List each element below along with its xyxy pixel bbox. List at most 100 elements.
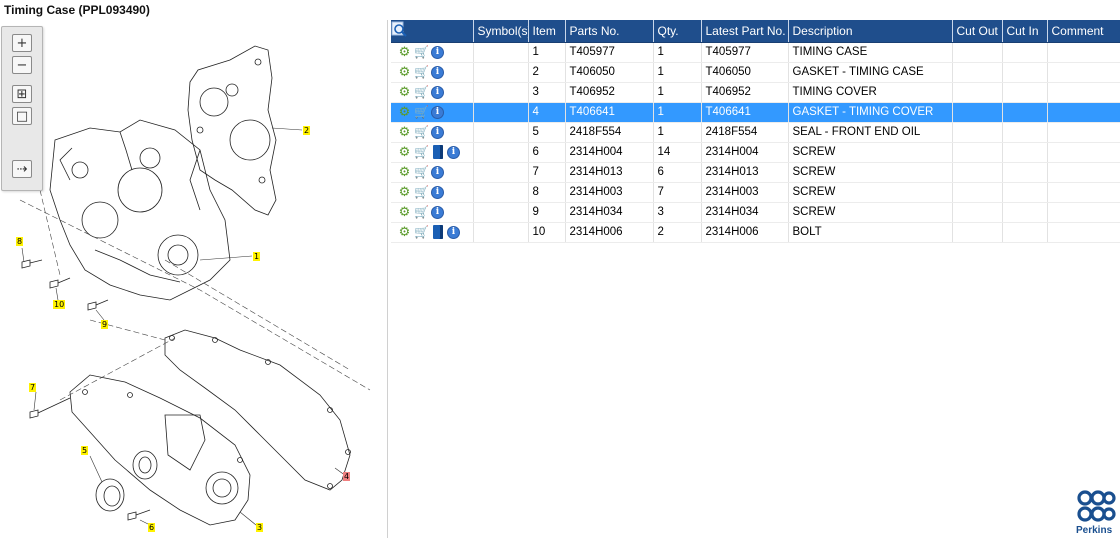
- fit-all-icon[interactable]: ⊞: [12, 85, 32, 103]
- gear-icon[interactable]: ⚙: [398, 104, 411, 120]
- parts-grid: Symbol(s) Item Parts No. Qty. Latest Par…: [391, 20, 1120, 538]
- diagram-drawing: [19, 45, 371, 526]
- cart-icon[interactable]: 🛒: [414, 205, 429, 219]
- callout-4[interactable]: 4: [343, 472, 351, 481]
- table-row[interactable]: ⚙ 🛒 i 9 2314H034 3 2314H034 SCREW: [391, 202, 1120, 223]
- exploded-diagram[interactable]: 2 8 1 10 9 7 5 4 6 3 + − ⊞ □ ⇢: [0, 20, 388, 538]
- cell-description: GASKET - TIMING CASE: [788, 62, 953, 83]
- header-symbols[interactable]: Symbol(s): [473, 20, 529, 43]
- gear-icon[interactable]: ⚙: [398, 64, 411, 80]
- gear-icon[interactable]: ⚙: [398, 164, 411, 180]
- row-actions: ⚙ 🛒 i: [391, 62, 474, 83]
- callout-6[interactable]: 6: [148, 523, 156, 532]
- cell-latest-part-no: T406641: [701, 102, 789, 123]
- cart-icon[interactable]: 🛒: [414, 165, 429, 179]
- header-cut-out[interactable]: Cut Out: [952, 20, 1003, 43]
- actual-size-icon[interactable]: □: [12, 107, 32, 125]
- info-icon[interactable]: i: [431, 125, 444, 139]
- gear-icon[interactable]: ⚙: [398, 124, 411, 140]
- cart-icon[interactable]: 🛒: [414, 105, 429, 119]
- info-icon[interactable]: i: [431, 165, 444, 179]
- table-row[interactable]: ⚙ 🛒 i 8 2314H003 7 2314H003 SCREW: [391, 182, 1120, 203]
- gear-icon[interactable]: ⚙: [398, 204, 411, 220]
- cell-cut-out: [952, 82, 1003, 103]
- info-icon[interactable]: i: [431, 105, 444, 119]
- info-icon[interactable]: i: [431, 85, 444, 99]
- header-comment[interactable]: Comment: [1047, 20, 1120, 43]
- cell-symbols: [473, 222, 529, 243]
- cell-cut-in: [1002, 162, 1048, 183]
- cart-icon[interactable]: 🛒: [414, 85, 429, 99]
- gear-icon[interactable]: ⚙: [398, 44, 411, 60]
- cell-item: 6: [528, 142, 566, 163]
- callout-1[interactable]: 1: [253, 252, 261, 261]
- cell-qty: 14: [653, 142, 702, 163]
- callout-3[interactable]: 3: [256, 523, 264, 532]
- list-view-icon[interactable]: ⇢: [12, 160, 32, 178]
- cell-parts-no: 2314H004: [565, 142, 654, 163]
- info-icon[interactable]: i: [447, 145, 460, 159]
- gear-icon[interactable]: ⚙: [398, 224, 411, 240]
- cell-cut-out: [952, 62, 1003, 83]
- cell-comment: [1047, 162, 1120, 183]
- gear-icon[interactable]: ⚙: [398, 84, 411, 100]
- table-row[interactable]: ⚙ 🛒 i 3 T406952 1 T406952 TIMING COVER: [391, 82, 1120, 103]
- gear-icon[interactable]: ⚙: [398, 144, 411, 160]
- cart-icon[interactable]: 🛒: [414, 65, 429, 79]
- cell-item: 7: [528, 162, 566, 183]
- header-description[interactable]: Description: [788, 20, 953, 43]
- search-icon[interactable]: [391, 21, 407, 37]
- cell-comment: [1047, 202, 1120, 223]
- info-icon[interactable]: i: [431, 65, 444, 79]
- cart-icon[interactable]: 🛒: [414, 45, 429, 59]
- cell-cut-in: [1002, 102, 1048, 123]
- callout-10[interactable]: 10: [53, 300, 66, 309]
- table-row[interactable]: ⚙ 🛒 i 6 2314H004 14 2314H004 SCREW: [391, 142, 1120, 163]
- header-qty[interactable]: Qty.: [653, 20, 702, 43]
- info-icon[interactable]: i: [431, 45, 444, 59]
- header-search[interactable]: [391, 20, 474, 43]
- cell-comment: [1047, 122, 1120, 143]
- cell-parts-no: T406050: [565, 62, 654, 83]
- header-latest-part-no[interactable]: Latest Part No.: [701, 20, 789, 43]
- header-item[interactable]: Item: [528, 20, 566, 43]
- info-icon[interactable]: i: [447, 225, 460, 239]
- header-parts-no[interactable]: Parts No.: [565, 20, 654, 43]
- cell-symbols: [473, 182, 529, 203]
- callout-8[interactable]: 8: [16, 237, 24, 246]
- cart-icon[interactable]: 🛒: [414, 145, 429, 159]
- cart-icon[interactable]: 🛒: [414, 125, 429, 139]
- info-icon[interactable]: i: [431, 205, 444, 219]
- cell-qty: 7: [653, 182, 702, 203]
- cell-item: 8: [528, 182, 566, 203]
- table-row[interactable]: ⚙ 🛒 i 2 T406050 1 T406050 GASKET - TIMING CASE: [391, 62, 1120, 83]
- cell-cut-in: [1002, 182, 1048, 203]
- header-cut-in[interactable]: Cut In: [1002, 20, 1048, 43]
- table-row[interactable]: ⚙ 🛒 i 7 2314H013 6 2314H013 SCREW: [391, 162, 1120, 183]
- zoom-in-icon[interactable]: +: [12, 34, 32, 52]
- cart-icon[interactable]: 🛒: [414, 225, 429, 239]
- table-row[interactable]: ⚙ 🛒 i 10 2314H006 2 2314H006 BOLT: [391, 222, 1120, 243]
- cell-comment: [1047, 142, 1120, 163]
- book-icon[interactable]: [433, 225, 443, 239]
- callout-7[interactable]: 7: [29, 383, 37, 392]
- cell-latest-part-no: 2314H034: [701, 202, 789, 223]
- cell-qty: 1: [653, 122, 702, 143]
- callout-5[interactable]: 5: [81, 446, 89, 455]
- cart-icon[interactable]: 🛒: [414, 185, 429, 199]
- table-row[interactable]: ⚙ 🛒 i 5 2418F554 1 2418F554 SEAL - FRONT END OI…: [391, 122, 1120, 143]
- cell-cut-out: [952, 102, 1003, 123]
- callout-2[interactable]: 2: [303, 126, 311, 135]
- parts-table: Symbol(s) Item Parts No. Qty. Latest Par…: [391, 20, 1120, 243]
- zoom-out-icon[interactable]: −: [12, 56, 32, 74]
- callout-9[interactable]: 9: [101, 320, 109, 329]
- row-actions: ⚙ 🛒 i: [391, 222, 474, 243]
- book-icon[interactable]: [433, 145, 443, 159]
- cell-item: 10: [528, 222, 566, 243]
- table-row[interactable]: ⚙ 🛒 i 4 T406641 1 T406641 GASKET - TIMING COVER: [391, 102, 1120, 123]
- gear-icon[interactable]: ⚙: [398, 184, 411, 200]
- info-icon[interactable]: i: [431, 185, 444, 199]
- table-row[interactable]: ⚙ 🛒 i 1 T405977 1 T405977 TIMING CASE: [391, 42, 1120, 63]
- row-actions: ⚙ 🛒 i: [391, 162, 474, 183]
- cell-latest-part-no: T405977: [701, 42, 789, 63]
